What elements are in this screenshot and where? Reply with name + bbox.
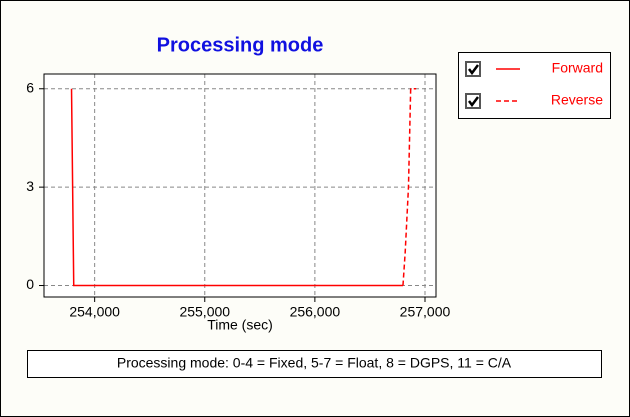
x-axis-label: Time (sec): [207, 317, 273, 333]
note-box: [27, 350, 602, 378]
legend-checkbox[interactable]: [465, 61, 481, 77]
series-line: [70, 88, 403, 287]
y-tick-label: 6: [26, 79, 34, 95]
legend-label: Reverse: [551, 92, 603, 108]
legend-label: Forward: [552, 60, 603, 76]
checkmark: [468, 64, 479, 76]
y-tick-label: 3: [26, 178, 34, 194]
x-tick-label: 255,000: [179, 304, 230, 320]
plot-area: [44, 74, 436, 297]
series-line: [402, 88, 417, 286]
x-tick-label: 256,000: [290, 304, 341, 320]
legend-box: [458, 52, 611, 119]
y-tick-label: 0: [26, 276, 34, 292]
chart-title: Processing mode: [157, 34, 324, 56]
x-tick-label: 257,000: [400, 304, 451, 320]
checkmark: [468, 96, 479, 108]
x-tick-label: 254,000: [69, 304, 120, 320]
plot-border: [43, 73, 437, 298]
legend-checkbox[interactable]: [465, 93, 481, 109]
note: Processing mode: 0-4 = Fixed, 5-7 = Floa…: [117, 355, 512, 371]
